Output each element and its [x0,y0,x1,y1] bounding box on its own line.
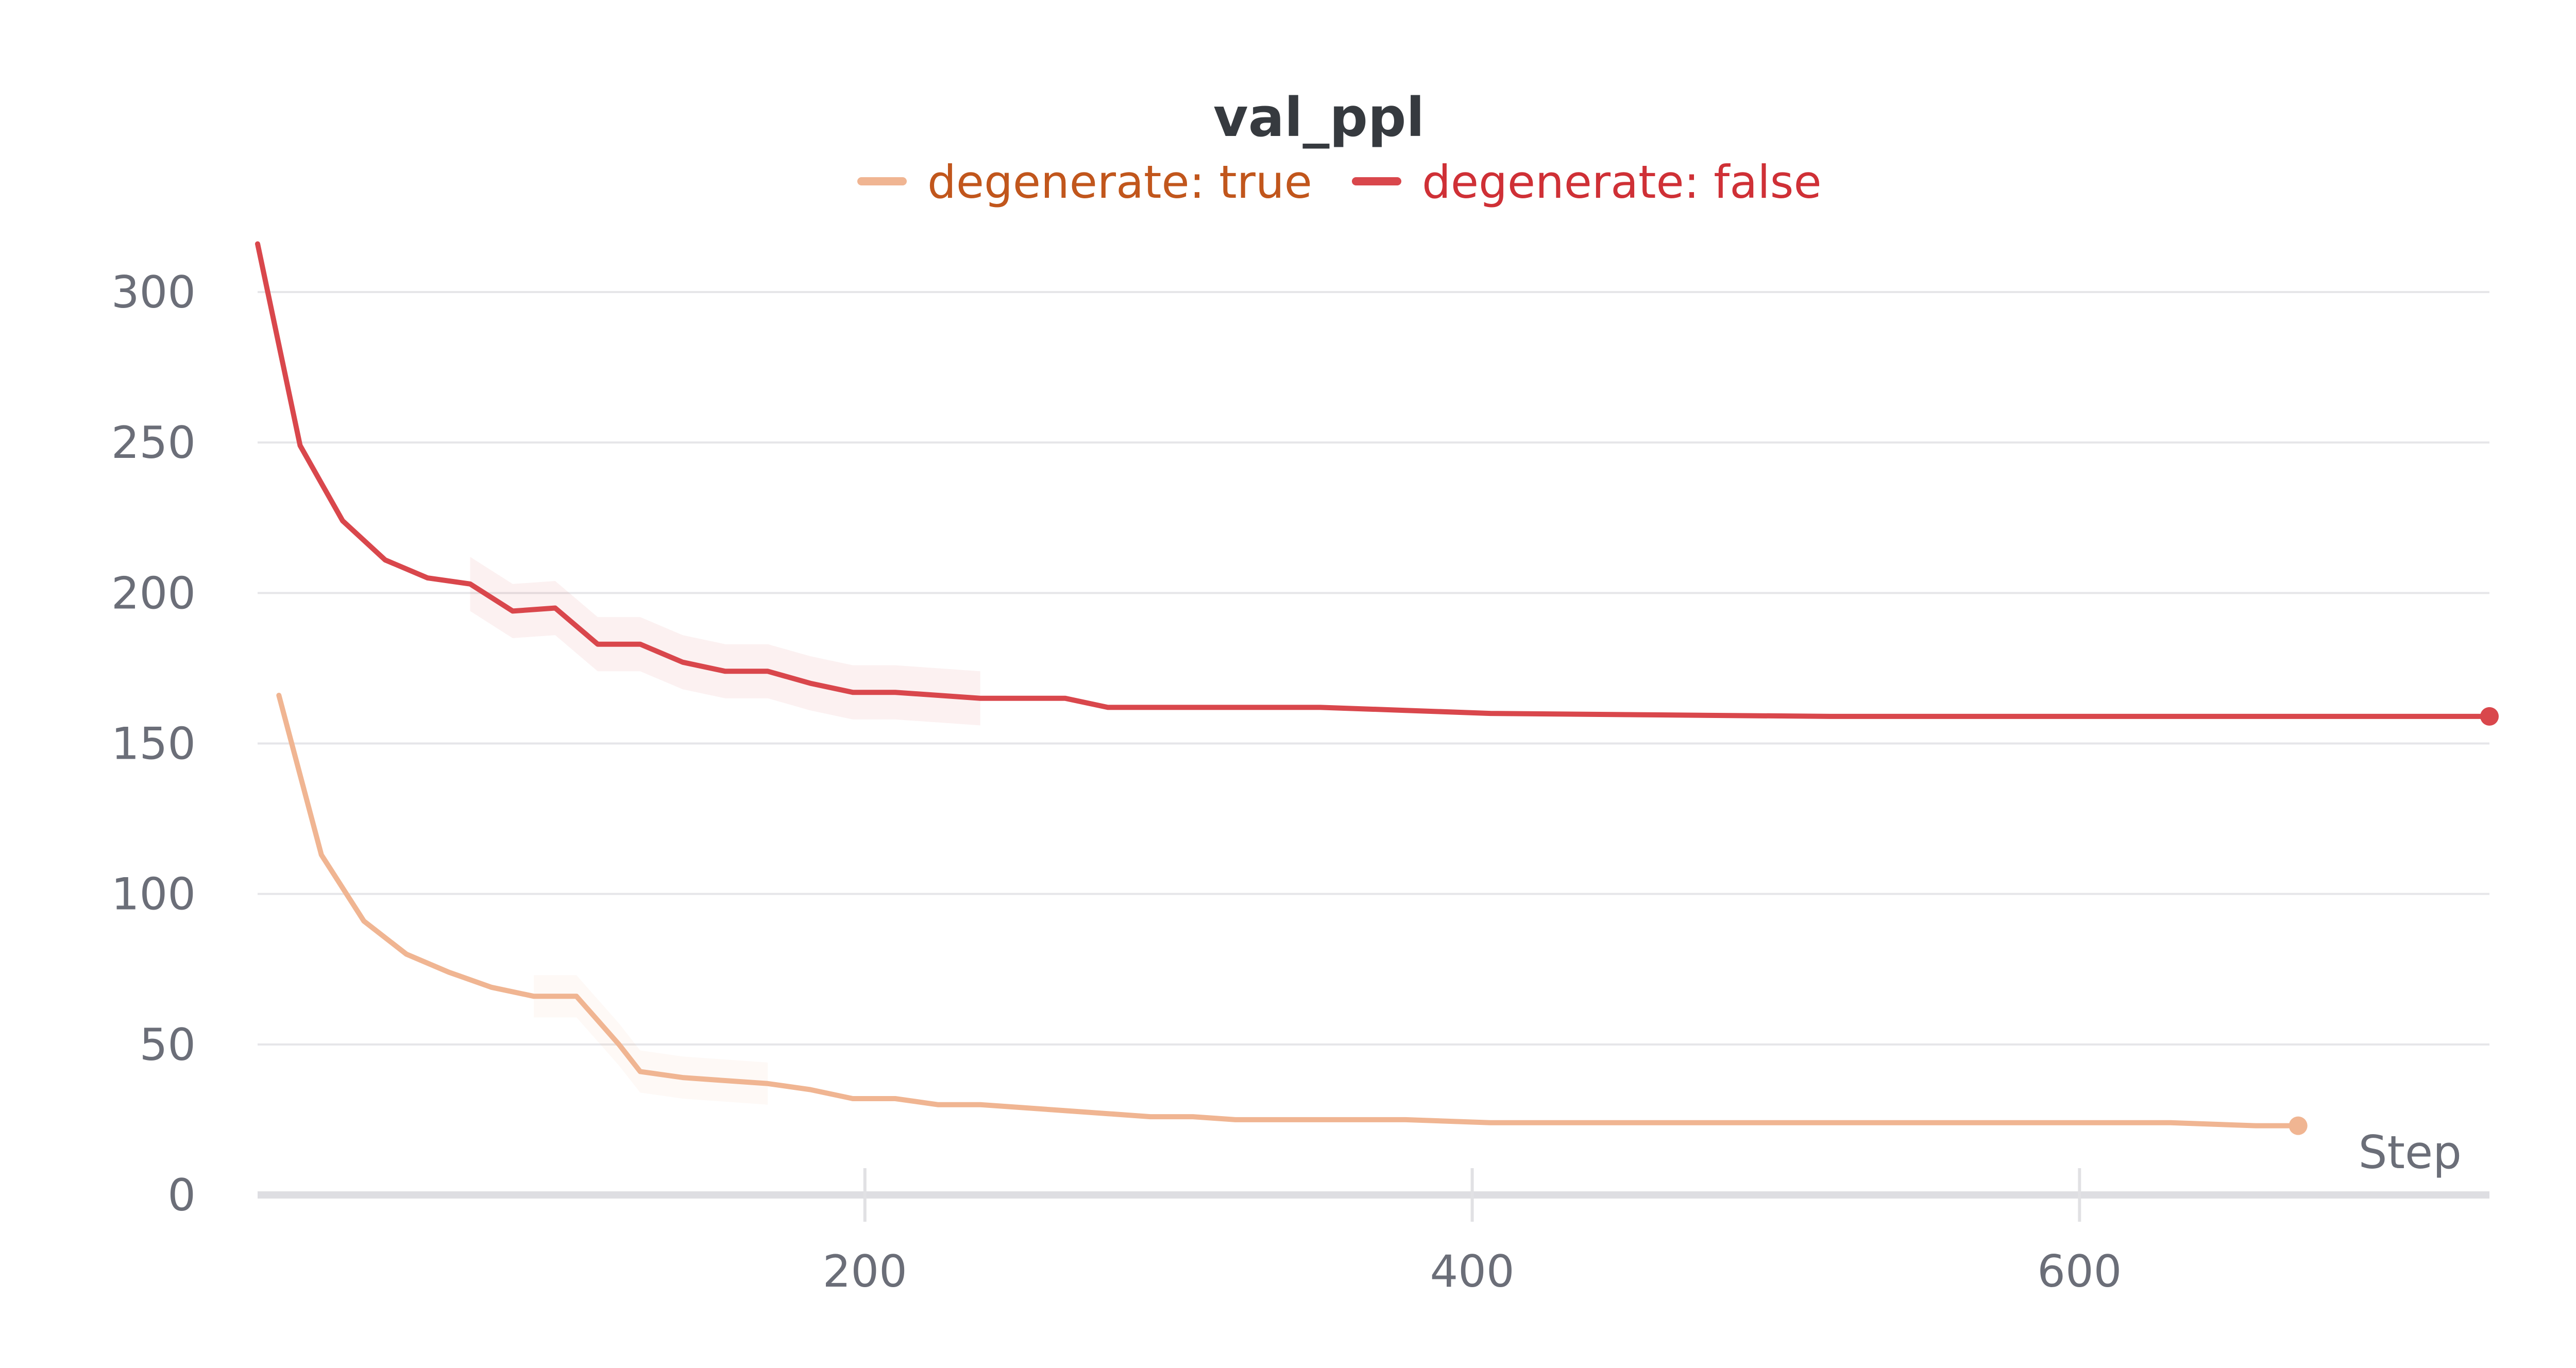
y-tick-label: 150 [111,719,196,770]
y-tick-label: 250 [111,417,196,469]
y-tick-label: 200 [111,568,196,619]
series-line-degenerate-false [255,241,2492,719]
legend-label: degenerate: false [1422,156,1822,209]
x-tick-label: 200 [823,1246,907,1297]
chart-title: val_ppl [1213,86,1425,149]
y-tick-label: 0 [167,1170,196,1221]
x-tick-label: 400 [1430,1246,1514,1297]
y-tick-label: 50 [140,1019,196,1071]
variance-band [534,975,768,1105]
x-tick-label: 600 [2037,1246,2122,1297]
legend-label: degenerate: true [927,156,1312,209]
x-axis-label: Step [2359,1126,2462,1179]
grid [258,291,2489,1046]
legend: degenerate: true degenerate: false [857,156,1822,209]
series-line-degenerate-true [276,693,2301,1128]
variance-bands [470,557,980,1105]
y-tick-label: 300 [111,267,196,318]
series-end-marker [2480,707,2499,726]
variance-band [470,557,980,726]
axes: 0 50 100 150 200 250 300 200 400 600 [111,267,2489,1297]
y-tick-label: 100 [111,869,196,920]
series-layer [255,241,2499,1135]
series-end-marker [2289,1116,2308,1135]
